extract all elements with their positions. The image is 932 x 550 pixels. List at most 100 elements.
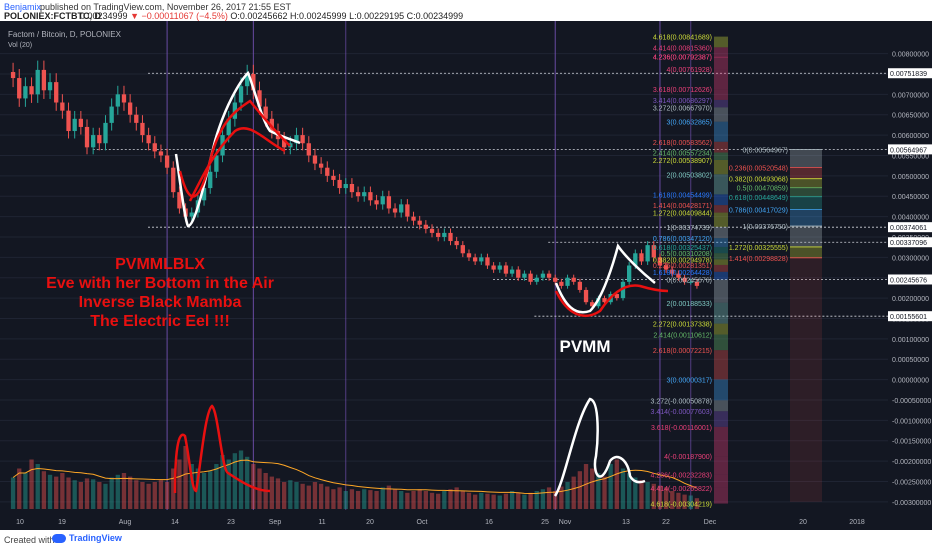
close-value: C:0.00234999 xyxy=(406,11,464,21)
tradingview-logo[interactable]: TradingView xyxy=(52,533,122,543)
fib-right-level-label: 0.786(0.00417029) xyxy=(729,208,788,215)
created-with-text: Created with xyxy=(4,535,55,545)
volume-bar xyxy=(688,495,693,509)
volume-bar xyxy=(546,487,552,509)
volume-bar xyxy=(448,489,453,509)
fib-zone-background xyxy=(714,36,822,504)
time-axis[interactable]: 10 19 Aug 14 23 Sep 11 20 Oct 16 25 Nov 13 22 Dec 20 201… xyxy=(16,519,865,526)
volume-bar xyxy=(23,473,28,509)
candle-body xyxy=(294,135,299,144)
price-tag-label: 0.00374061 xyxy=(890,225,927,232)
volume-bar xyxy=(29,459,34,509)
fib-level-label: 2.618(0.00583562) xyxy=(653,140,712,147)
fib-level-label: 0.382(0.00294978) xyxy=(653,257,712,264)
candle-body xyxy=(164,155,170,168)
candle-body xyxy=(491,265,496,270)
hand-drawings xyxy=(173,70,669,497)
fib-level-label: 4.236(-0.00232283) xyxy=(651,472,713,479)
volume-bar xyxy=(651,483,656,509)
fib-level-label: 2(0.00188533) xyxy=(666,301,712,308)
volume-bar xyxy=(91,479,96,509)
candle-body xyxy=(559,281,564,286)
fib-right-zone-band xyxy=(790,246,822,258)
candle-body xyxy=(620,281,626,299)
fib-zone-band xyxy=(714,246,728,254)
fib-level-label: 3.272(0.00667970) xyxy=(653,105,712,112)
volume-bar xyxy=(245,456,250,509)
candle-body xyxy=(460,245,465,254)
fib-zone-band xyxy=(714,456,728,475)
volume-bar xyxy=(171,468,176,509)
candle-body xyxy=(189,212,194,217)
candle-body xyxy=(146,135,151,144)
candle-body xyxy=(528,273,533,282)
candle-body xyxy=(546,273,552,278)
fib-zone-band xyxy=(714,56,728,70)
time-tick-label: 25 xyxy=(541,519,549,526)
time-tick-label: 22 xyxy=(662,519,670,526)
price-tick-label: 0.00650000 xyxy=(892,113,929,120)
volume-bars xyxy=(10,446,700,509)
author-link[interactable]: Benjamix xyxy=(4,2,42,12)
candle-body xyxy=(540,273,546,278)
fib-level-label: 2.272(0.00538907) xyxy=(653,158,712,165)
candle-body xyxy=(251,73,256,91)
candle-body xyxy=(263,106,268,119)
volume-bar xyxy=(553,491,558,509)
brand-name: TradingView xyxy=(69,533,122,543)
time-tick-label: 14 xyxy=(171,519,179,526)
chart-area[interactable]: Factom / Bitcoin, D, POLONIEX Vol (20) 4… xyxy=(0,21,932,530)
time-tick-label: Nov xyxy=(559,519,572,526)
volume-bar xyxy=(343,491,348,509)
price-tick-label: 0.00300000 xyxy=(892,255,929,262)
candle-body xyxy=(269,118,274,132)
candle-body xyxy=(84,126,90,148)
cloud-icon xyxy=(52,533,66,543)
price-tick-label: 0.00000000 xyxy=(892,378,929,385)
volume-bar xyxy=(479,492,484,509)
price-axis[interactable]: 0.008000000.007500000.007000000.00650000… xyxy=(888,52,932,507)
volume-bar xyxy=(140,482,145,509)
fib-zone-band xyxy=(714,323,728,335)
price-chart[interactable]: Factom / Bitcoin, D, POLONIEX Vol (20) 4… xyxy=(0,21,932,530)
time-tick-label: 23 xyxy=(227,519,235,526)
candle-body xyxy=(602,298,607,303)
price-tag-label: 0.00337096 xyxy=(890,240,927,247)
volume-bar xyxy=(355,491,361,509)
candle-body xyxy=(466,253,472,258)
volume-bar xyxy=(158,480,164,509)
volume-bar xyxy=(676,492,681,509)
volume-bar xyxy=(405,492,410,509)
annotation-line-3: Inverse Black Mamba xyxy=(79,294,242,311)
fib-zone-band xyxy=(714,226,728,239)
volume-bar xyxy=(294,482,299,509)
fib-right-level-label: 0.618(0.00448649) xyxy=(729,195,788,202)
vertical-markers xyxy=(166,21,692,510)
candle-body xyxy=(688,281,693,283)
fib-level-label: 1.618(0.00454499) xyxy=(653,192,712,199)
fib-zone-band xyxy=(714,400,728,412)
volume-bar xyxy=(608,464,613,509)
volume-bar xyxy=(318,483,324,509)
fib-level-label: 3.618(0.00712626) xyxy=(653,87,712,94)
red-volume-outline xyxy=(173,404,271,494)
volume-bar xyxy=(423,491,429,509)
volume-bar xyxy=(392,489,398,509)
fib-zone-band xyxy=(714,141,728,153)
candle-body xyxy=(66,110,71,132)
candle-body xyxy=(565,277,570,286)
volume-bar xyxy=(596,473,601,509)
fib-level-label: 0.5(0.00310208) xyxy=(661,251,712,258)
price-tick-label: 0.00500000 xyxy=(892,174,929,181)
volume-bar xyxy=(645,482,650,509)
price-tag-label: 0.00155601 xyxy=(890,314,927,321)
volume-bar xyxy=(368,490,373,509)
candle-body xyxy=(127,102,133,115)
candle-body xyxy=(583,289,589,303)
candle-body xyxy=(423,224,429,229)
fib-right-level-label: 0.236(0.00520548) xyxy=(729,165,788,172)
candle-body xyxy=(676,273,681,278)
volume-bar xyxy=(17,468,22,509)
volume-bar xyxy=(220,455,225,509)
fib-right-zone-band xyxy=(790,187,822,197)
